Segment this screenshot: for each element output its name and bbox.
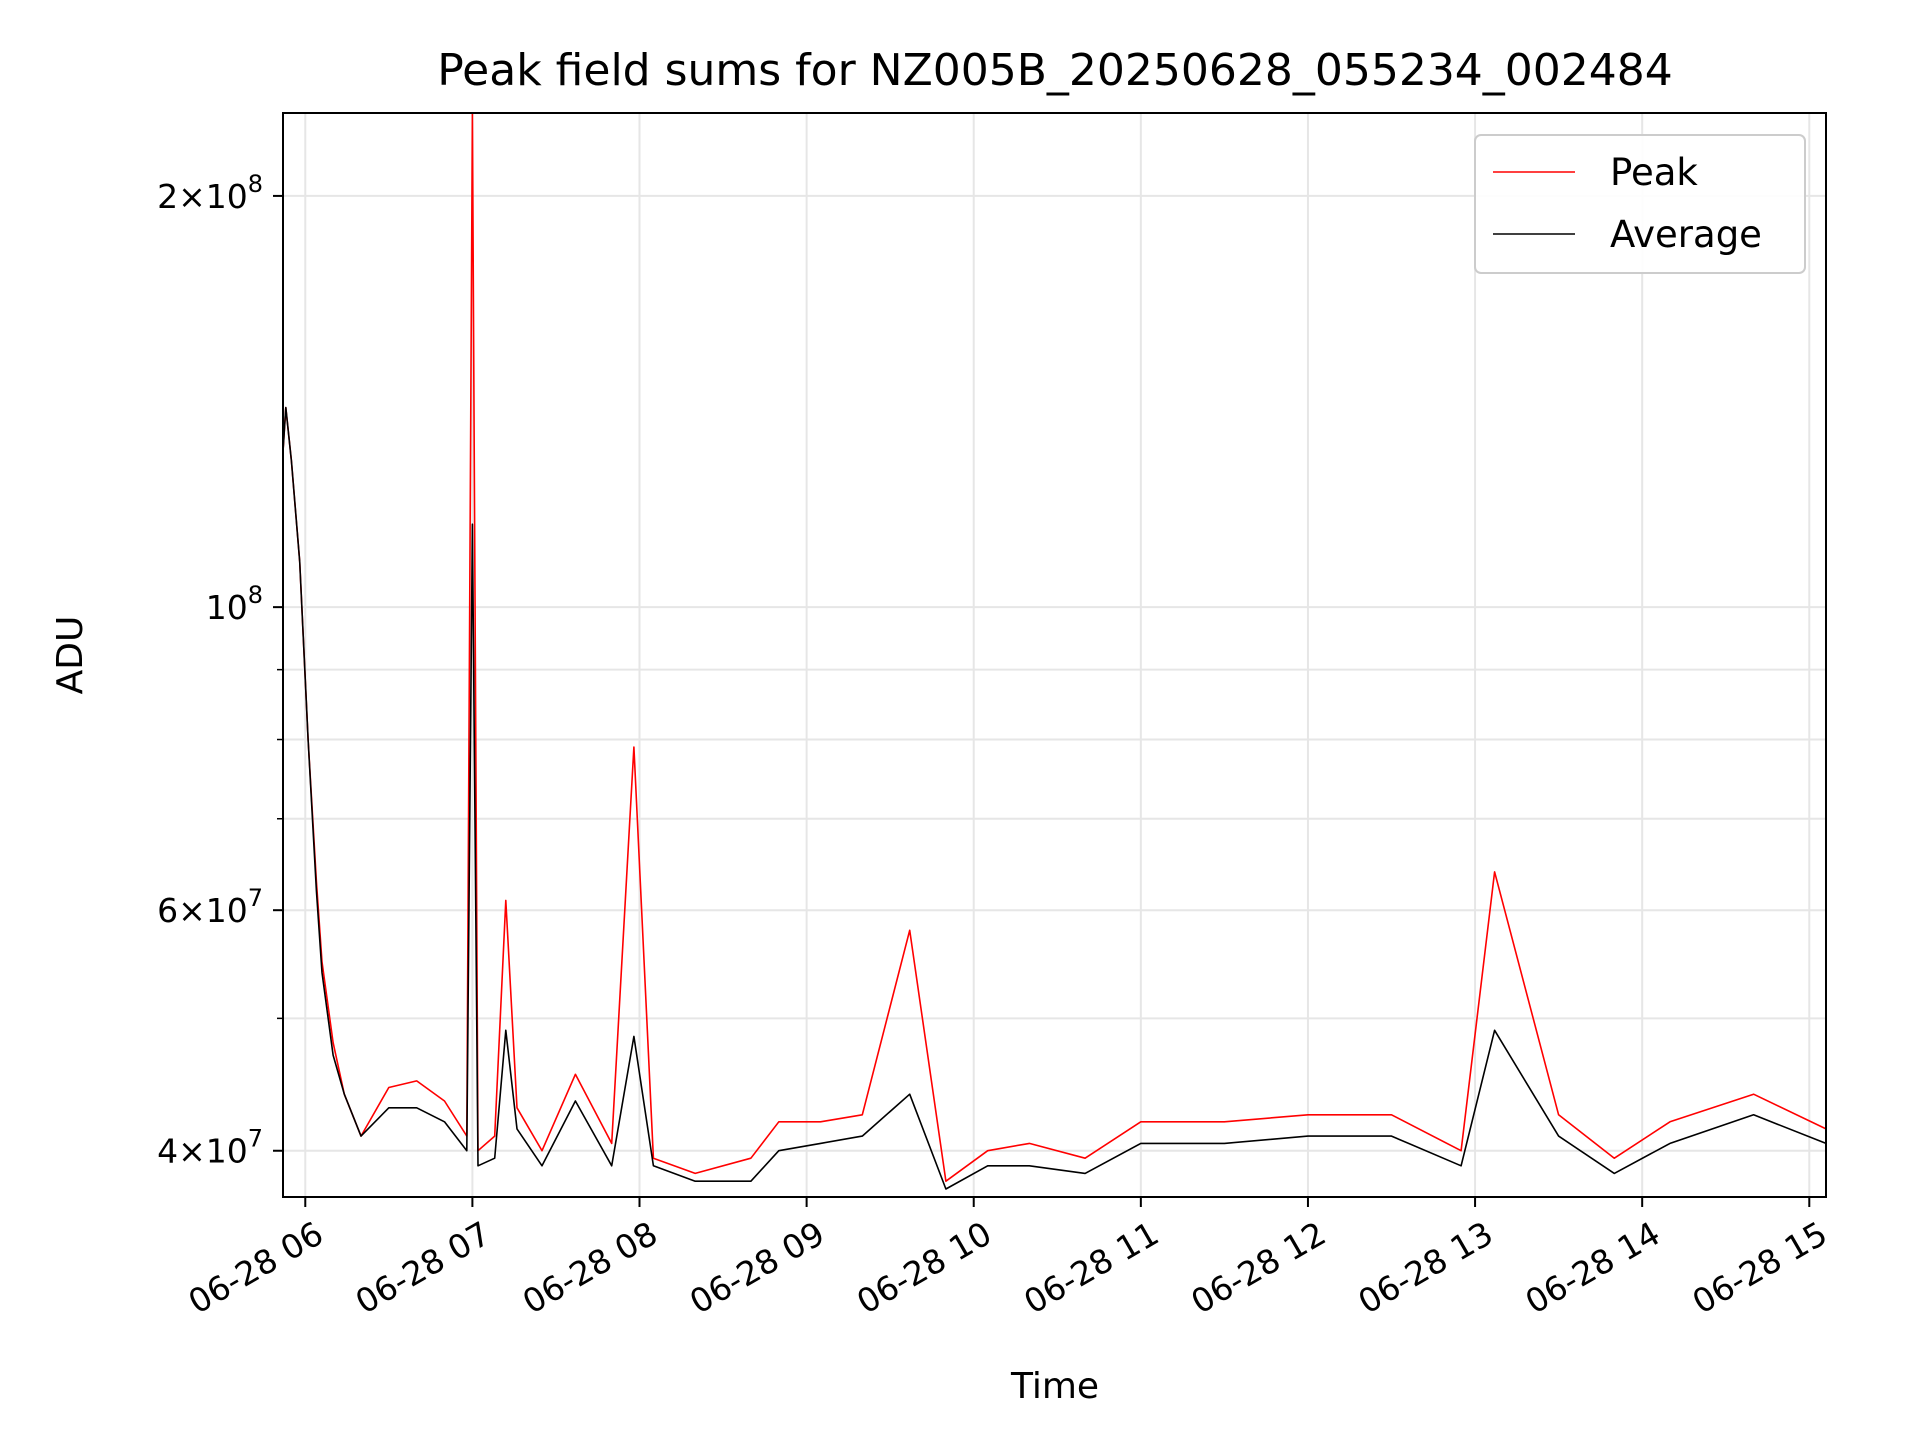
series-line-peak xyxy=(282,112,1827,1182)
x-tick-label: 06-28 12 xyxy=(1184,1214,1332,1322)
legend-label: Average xyxy=(1610,213,1762,256)
y-ticks: 4×107 6×107 108 2×108 xyxy=(157,170,283,1171)
legend-label: Peak xyxy=(1610,151,1698,194)
x-tick-label: 06-28 13 xyxy=(1351,1214,1499,1322)
y-tick-label: 4×107 xyxy=(157,1125,263,1171)
x-tick-label: 06-28 15 xyxy=(1686,1214,1834,1322)
x-tick-label: 06-28 08 xyxy=(516,1214,664,1322)
x-tick-label: 06-28 10 xyxy=(850,1214,998,1322)
plot-layer xyxy=(282,112,1827,1190)
x-tick-label: 06-28 11 xyxy=(1017,1214,1165,1322)
x-tick-label: 06-28 07 xyxy=(349,1214,497,1322)
x-tick-label: 06-28 06 xyxy=(182,1214,330,1322)
y-tick-label: 6×107 xyxy=(157,884,263,930)
x-ticks: 06-28 06 06-28 07 06-28 08 06-28 09 06-28 10… xyxy=(182,1197,1834,1322)
y-tick-label: 108 xyxy=(206,581,263,627)
y-axis-label: ADU xyxy=(50,616,91,695)
plot-frame xyxy=(282,112,1827,1198)
series-line-average xyxy=(282,406,1827,1190)
x-tick-label: 06-28 09 xyxy=(683,1214,831,1322)
legend: Peak Average xyxy=(1474,134,1806,274)
y-tick-label: 2×108 xyxy=(157,170,263,216)
x-tick-label: 06-28 14 xyxy=(1519,1214,1667,1322)
grid-layer xyxy=(283,113,1826,1197)
legend-box xyxy=(1474,134,1806,274)
chart-title: Peak field sums for NZ005B_20250628_0552… xyxy=(437,45,1673,96)
x-axis-label: Time xyxy=(1010,1366,1099,1407)
